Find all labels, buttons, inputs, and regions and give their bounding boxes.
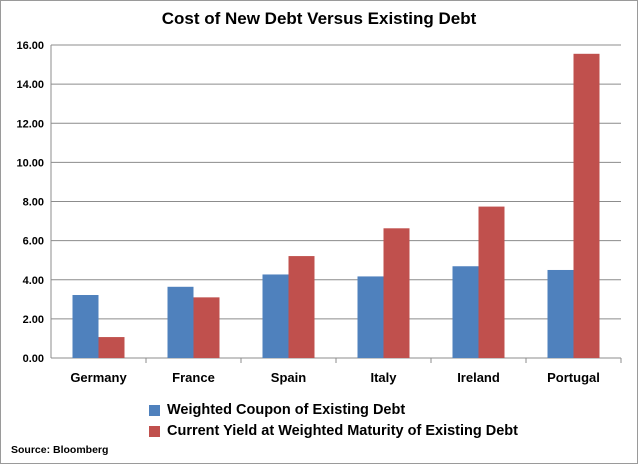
x-tick-label: Italy [370, 370, 397, 385]
plot-area: 0.00 2.00 4.00 6.00 8.00 10.00 12.00 14.00 16.00… [16, 40, 622, 385]
y-tick-label: 6.00 [23, 236, 44, 248]
bar-yield-portugal [573, 53, 600, 358]
bar-coupon-france [167, 286, 194, 358]
x-tick-label: Spain [271, 370, 306, 385]
bar-yield-france [193, 297, 220, 358]
y-tick-label: 8.00 [23, 197, 44, 209]
bar-yield-ireland [478, 206, 505, 358]
legend-item-coupon: Weighted Coupon of Existing Debt [149, 400, 405, 420]
y-tick-label: 14.00 [16, 79, 44, 91]
x-tick-label: Ireland [457, 370, 500, 385]
bar-coupon-portugal [547, 269, 574, 358]
bar-yield-germany [98, 337, 125, 358]
legend-label-coupon: Weighted Coupon of Existing Debt [167, 402, 406, 418]
legend-item-yield: Current Yield at Weighted Maturity of Ex… [149, 421, 518, 441]
legend-swatch-coupon [149, 404, 160, 416]
x-tick-label: France [172, 370, 215, 385]
bar-coupon-ireland [452, 266, 479, 358]
x-tick-label: Germany [70, 370, 127, 385]
y-tick-label: 10.00 [16, 157, 44, 169]
y-tick-label: 16.00 [16, 40, 44, 52]
bar-coupon-germany [72, 295, 99, 358]
legend-label-yield: Current Yield at Weighted Maturity of Ex… [167, 423, 518, 439]
x-tick-label: Portugal [547, 370, 600, 385]
chart-title: Cost of New Debt Versus Existing Debt [161, 9, 477, 28]
y-tick-label: 4.00 [23, 275, 44, 287]
y-tick-label: 0.00 [23, 353, 44, 365]
bar-coupon-spain [262, 274, 289, 358]
bar-yield-spain [288, 256, 315, 358]
source-note: Source: Bloomberg [11, 444, 109, 456]
bar-yield-italy [383, 228, 410, 358]
bar-coupon-italy [357, 276, 384, 358]
y-tick-label: 12.00 [16, 118, 44, 130]
legend-swatch-yield [149, 425, 160, 437]
y-tick-label: 2.00 [23, 314, 44, 326]
